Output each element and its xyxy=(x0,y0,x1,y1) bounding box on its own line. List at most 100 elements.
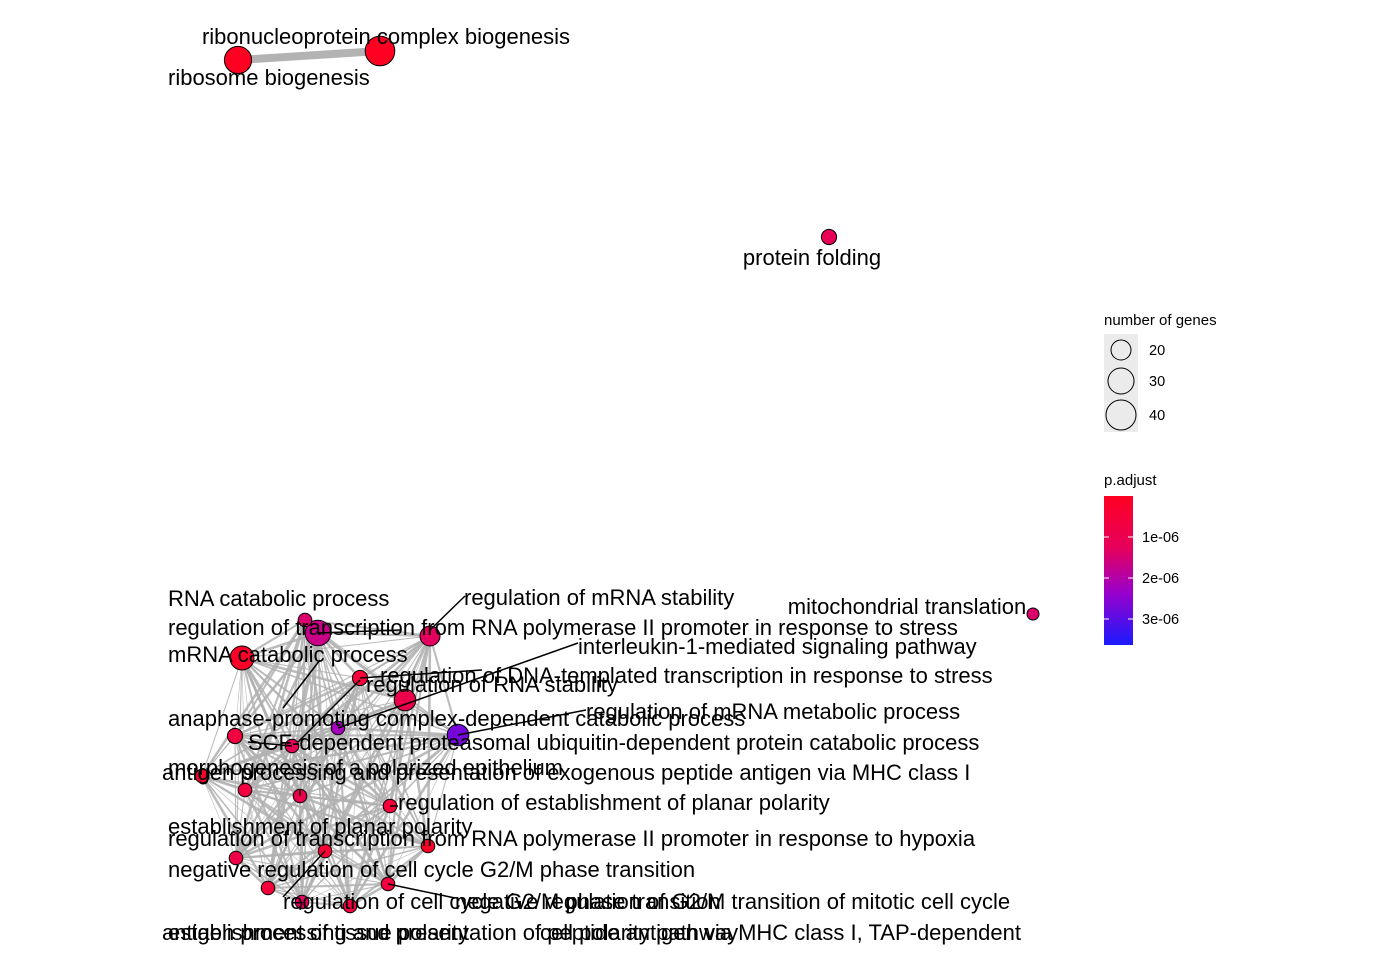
node-label: antigen processing and presentation of e… xyxy=(162,760,970,785)
node-label: mRNA catabolic process xyxy=(168,642,408,667)
edge xyxy=(234,676,361,738)
label-leader-line xyxy=(317,629,401,634)
network-node xyxy=(297,612,313,628)
edge xyxy=(428,635,460,736)
node-label: ribonucleoprotein complex biogenesis xyxy=(202,24,570,49)
node-label: ribosome biogenesis xyxy=(168,65,370,90)
label-leader-line xyxy=(247,741,293,747)
label-leader-line xyxy=(457,709,587,736)
edge xyxy=(235,733,459,860)
edge xyxy=(426,635,432,847)
edge xyxy=(349,845,429,907)
edge xyxy=(387,805,391,885)
size-legend-label: 20 xyxy=(1149,343,1165,359)
edge xyxy=(300,850,327,903)
node-label: regulation of DNA-templated transcriptio… xyxy=(380,663,993,688)
edge xyxy=(201,775,389,885)
node-label: regulation of mRNA metabolic process xyxy=(586,699,960,724)
node-label: regulation of transcription from RNA pol… xyxy=(168,826,976,851)
node-label: regulation of mRNA stability xyxy=(464,585,734,610)
size-legend-key xyxy=(1105,399,1137,431)
edge xyxy=(235,677,361,859)
edge xyxy=(403,699,430,847)
edge xyxy=(200,775,270,889)
edge xyxy=(387,734,459,885)
size-legend-key xyxy=(1107,367,1135,395)
color-legend-label: 1e-06 xyxy=(1142,530,1179,546)
size-legend-label: 30 xyxy=(1149,374,1165,390)
edge xyxy=(386,699,407,885)
edge xyxy=(200,619,307,777)
network-node xyxy=(820,228,838,246)
node-label: mitochondrial translation xyxy=(788,594,1026,619)
network-node xyxy=(226,727,244,745)
edge xyxy=(267,845,429,889)
network-node xyxy=(420,838,436,854)
node-label: regulation of cell cycle G2/M phase tran… xyxy=(283,889,721,914)
edge xyxy=(201,699,406,777)
edge xyxy=(201,733,459,778)
edge xyxy=(241,656,406,702)
edge xyxy=(244,789,269,889)
edge xyxy=(359,677,429,847)
edge xyxy=(241,635,431,659)
edge xyxy=(234,735,391,807)
edge xyxy=(304,619,459,736)
color-legend: p.adjust 1e-06 2e-06 3e-06 xyxy=(1104,472,1179,645)
edge xyxy=(244,788,429,848)
size-legend: number of genes 20 30 40 xyxy=(1104,312,1217,432)
node-label: establishment of planar polarity xyxy=(168,814,473,839)
node-label: establishment of tissue polarity xyxy=(168,920,469,945)
label-leader-line xyxy=(337,642,579,729)
edge xyxy=(235,849,326,860)
edge xyxy=(235,857,389,885)
network-node xyxy=(419,625,441,647)
edge xyxy=(291,745,351,907)
edge xyxy=(244,788,326,853)
edge xyxy=(324,850,389,885)
size-legend-label: 40 xyxy=(1149,408,1165,424)
edge xyxy=(304,619,391,807)
edge xyxy=(388,635,432,807)
edge xyxy=(427,734,459,847)
network-node xyxy=(228,850,244,866)
edge xyxy=(267,850,326,889)
edge xyxy=(304,619,429,847)
edge xyxy=(201,677,361,777)
edge xyxy=(324,734,459,852)
node-label: regulation of transcription from RNA pol… xyxy=(168,615,958,640)
node-label: regulation of RNA stability xyxy=(366,672,618,697)
edge xyxy=(235,804,391,860)
node-label: cell polarity pathway xyxy=(540,920,738,945)
color-legend-label: 3e-06 xyxy=(1142,612,1179,628)
edge xyxy=(301,845,429,903)
color-legend-title: p.adjust xyxy=(1104,472,1157,489)
edge xyxy=(389,805,429,847)
network-node xyxy=(229,645,255,671)
network-node xyxy=(194,768,210,784)
label-leader-line xyxy=(282,850,326,898)
edge xyxy=(237,47,381,64)
edge xyxy=(201,745,293,777)
node-label: morphogenesis of a polarized epithelium xyxy=(168,755,563,780)
network-node xyxy=(1026,607,1040,621)
edge xyxy=(291,744,391,808)
edge xyxy=(317,631,431,638)
label-leader-line xyxy=(429,595,466,631)
edge xyxy=(234,619,307,859)
node-label: anaphase-promoting complex-dependent cat… xyxy=(168,706,745,731)
edge xyxy=(324,845,429,852)
node-label: protein folding xyxy=(743,245,881,270)
edge xyxy=(234,735,303,903)
edge xyxy=(266,619,307,889)
network-node xyxy=(237,782,253,798)
edge xyxy=(291,734,459,747)
label-leader-line xyxy=(282,659,321,709)
edge xyxy=(291,745,429,847)
edge xyxy=(244,745,293,791)
edge xyxy=(241,657,361,679)
edge xyxy=(267,887,351,907)
edge xyxy=(235,857,303,903)
label-leader-line xyxy=(359,669,483,679)
